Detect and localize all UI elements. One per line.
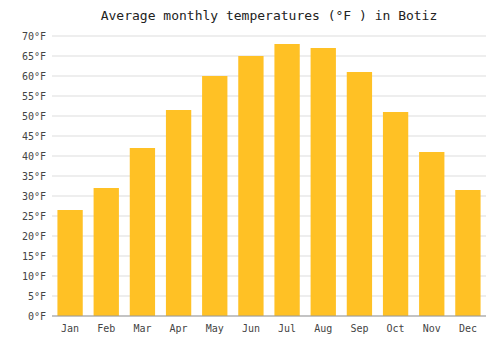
grid: [52, 36, 486, 316]
bar: [274, 44, 299, 316]
bar: [202, 76, 227, 316]
x-tick-label: Feb: [97, 323, 115, 334]
grid-line: [52, 56, 486, 57]
grid-line: [52, 76, 486, 77]
y-tick-label: 15°F: [22, 251, 46, 262]
grid-line: [52, 316, 486, 317]
bar: [455, 190, 480, 316]
grid-line: [52, 136, 486, 137]
grid-line: [52, 116, 486, 117]
x-tick-label: Jul: [278, 323, 296, 334]
y-tick-label: 55°F: [22, 91, 46, 102]
y-tick-label: 35°F: [22, 171, 46, 182]
bar: [347, 72, 372, 316]
bar: [57, 210, 82, 316]
y-tick-label: 5°F: [28, 291, 46, 302]
y-tick-label: 65°F: [22, 51, 46, 62]
y-tick-label: 30°F: [22, 191, 46, 202]
y-tick-label: 45°F: [22, 131, 46, 142]
y-tick-label: 20°F: [22, 231, 46, 242]
x-tick-label: Oct: [387, 323, 405, 334]
bar: [94, 188, 119, 316]
bar: [311, 48, 336, 316]
x-tick-label: Nov: [423, 323, 441, 334]
bar: [130, 148, 155, 316]
grid-line: [52, 96, 486, 97]
bar: [383, 112, 408, 316]
y-tick-label: 10°F: [22, 271, 46, 282]
grid-line: [52, 36, 486, 37]
x-tick-label: Sep: [350, 323, 368, 334]
x-tick-label: Apr: [170, 323, 188, 334]
bar: [419, 152, 444, 316]
x-axis-line: [52, 316, 486, 317]
y-tick-label: 50°F: [22, 111, 46, 122]
bars: [57, 44, 480, 316]
y-tick-label: 70°F: [22, 31, 46, 42]
x-tick-label: Mar: [133, 323, 151, 334]
x-tick-label: May: [206, 323, 224, 334]
x-tick-label: Dec: [459, 323, 477, 334]
y-tick-label: 0°F: [28, 311, 46, 322]
x-tick-label: Jun: [242, 323, 260, 334]
x-tick-label: Jan: [61, 323, 79, 334]
bar: [166, 110, 191, 316]
y-tick-label: 25°F: [22, 211, 46, 222]
y-tick-label: 40°F: [22, 151, 46, 162]
x-tick-label: Aug: [314, 323, 332, 334]
title: Average monthly temperatures (°F ) in Bo…: [101, 8, 438, 23]
y-tick-label: 60°F: [22, 71, 46, 82]
bar: [238, 56, 263, 316]
chart: Average monthly temperatures (°F ) in Bo…: [0, 0, 500, 350]
